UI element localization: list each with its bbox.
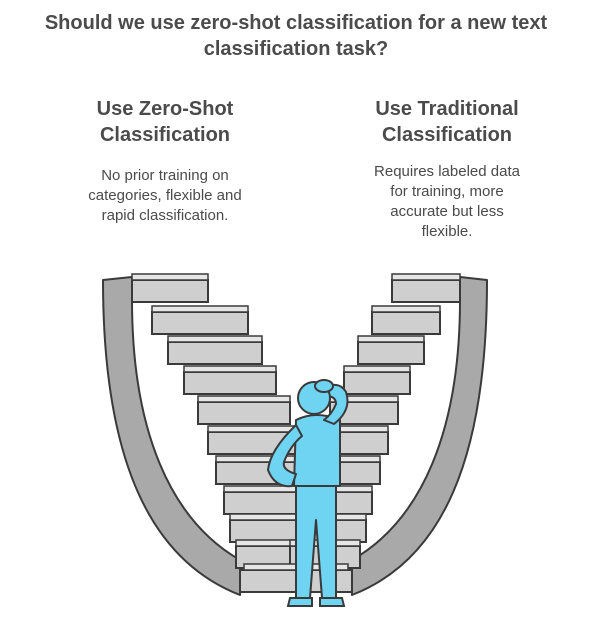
- diagram-title: Should we use zero-shot classification f…: [0, 10, 592, 62]
- desc-line-2: for training, more: [390, 183, 504, 200]
- title-line-2: classification task?: [203, 38, 389, 60]
- desc-line-3: accurate but less: [390, 203, 504, 220]
- person-hand: [314, 379, 334, 393]
- left-step: [183, 371, 277, 395]
- left-step: [197, 401, 291, 425]
- left-step-tread: [197, 395, 291, 403]
- right-step-tread: [357, 335, 425, 343]
- person-left-arm: [267, 424, 303, 488]
- title-line-1: Should we use zero-shot classification f…: [44, 12, 548, 34]
- left-step-tread: [131, 273, 209, 281]
- heading-line-2: Classification: [381, 124, 513, 146]
- option-traditional-description: Requires labeled data for training, more…: [342, 162, 552, 242]
- desc-line-3: rapid classification.: [101, 207, 229, 224]
- heading-line-1: Use Traditional: [375, 98, 519, 120]
- person-torso: [293, 414, 341, 487]
- right-step: [371, 311, 441, 335]
- right-step-tread: [371, 305, 441, 313]
- person-shoe-right: [319, 597, 346, 607]
- right-step: [391, 279, 461, 303]
- right-step: [343, 371, 411, 395]
- desc-line-4: flexible.: [421, 223, 473, 240]
- person-shoe-left: [286, 597, 313, 607]
- left-step: [151, 311, 249, 335]
- right-step-tread: [391, 273, 461, 281]
- right-step-tread: [343, 365, 411, 373]
- desc-line-2: categories, flexible and: [88, 187, 242, 204]
- left-step: [131, 279, 209, 303]
- option-traditional: Use Traditional Classification Requires …: [342, 96, 552, 242]
- option-zero-shot-heading: Use Zero-Shot Classification: [60, 96, 270, 148]
- option-zero-shot: Use Zero-Shot Classification No prior tr…: [60, 96, 270, 226]
- option-zero-shot-description: No prior training on categories, flexibl…: [60, 166, 270, 226]
- heading-line-2: Classification: [99, 124, 231, 146]
- desc-line-1: No prior training on: [101, 167, 229, 184]
- left-step-tread: [207, 425, 303, 433]
- left-step: [167, 341, 263, 365]
- right-step: [357, 341, 425, 365]
- person-icon: [267, 379, 349, 607]
- left-staircase: [102, 273, 333, 596]
- left-step-tread: [167, 335, 263, 343]
- option-traditional-heading: Use Traditional Classification: [342, 96, 552, 148]
- left-step-tread: [151, 305, 249, 313]
- desc-line-1: Requires labeled data: [374, 163, 520, 180]
- heading-line-1: Use Zero-Shot: [96, 98, 234, 120]
- left-step-tread: [183, 365, 277, 373]
